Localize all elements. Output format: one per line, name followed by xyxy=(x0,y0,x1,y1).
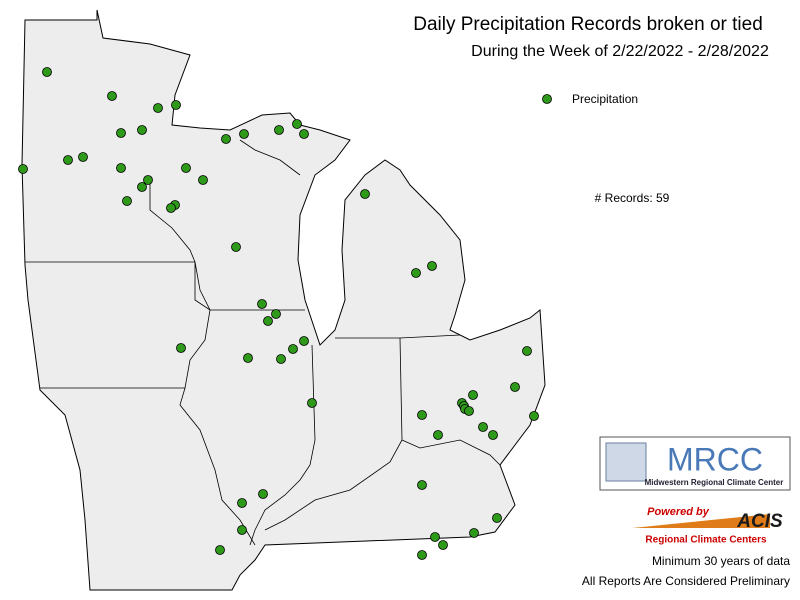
station-dot xyxy=(417,550,427,560)
station-dot xyxy=(274,125,284,135)
station-dot xyxy=(181,163,191,173)
acis-name: ACIS xyxy=(736,511,783,532)
footer-line: All Reports Are Considered Preliminary xyxy=(582,574,790,588)
station-dot xyxy=(529,411,539,421)
logo-name: MRCC xyxy=(667,441,763,477)
subtitle: During the Week of 2/22/2022 - 2/28/2022 xyxy=(471,43,769,60)
acis-powered: Powered by xyxy=(647,506,710,518)
station-dot xyxy=(464,406,474,416)
station-dot xyxy=(263,316,273,326)
station-dot xyxy=(143,175,153,185)
acis-logo: Powered by ACIS Regional Climate Centers xyxy=(632,506,783,546)
station-dot xyxy=(176,343,186,353)
station-dot xyxy=(237,525,247,535)
legend-marker xyxy=(542,94,552,104)
station-dot xyxy=(166,203,176,213)
station-dot xyxy=(116,163,126,173)
acis-subtitle: Regional Climate Centers xyxy=(645,535,767,546)
station-dot xyxy=(171,100,181,110)
station-dot xyxy=(430,532,440,542)
station-dot xyxy=(360,189,370,199)
state-border xyxy=(399,334,461,339)
station-dot xyxy=(107,91,117,101)
legend-label: Precipitation xyxy=(572,92,638,106)
station-dot xyxy=(137,125,147,135)
state-border xyxy=(239,139,301,176)
station-dot xyxy=(78,152,88,162)
state-border xyxy=(249,344,316,546)
station-dot xyxy=(258,489,268,499)
station-dot xyxy=(492,513,502,523)
state-border xyxy=(40,387,256,546)
station-dot xyxy=(292,119,302,129)
station-dot xyxy=(42,67,52,77)
station-dot xyxy=(18,164,28,174)
station-dot xyxy=(63,155,73,165)
station-dot xyxy=(221,134,231,144)
station-dot xyxy=(243,353,253,363)
footer-line: Minimum 30 years of data xyxy=(652,554,790,568)
station-dot xyxy=(488,430,498,440)
station-dot xyxy=(239,129,249,139)
logo-icon xyxy=(605,442,647,482)
station-dot xyxy=(411,268,421,278)
station-dot xyxy=(257,299,267,309)
title: Daily Precipitation Records broken or ti… xyxy=(413,14,763,35)
station-dot xyxy=(299,129,309,139)
station-dot xyxy=(478,422,488,432)
mrcc-logo: MRCC Midwestern Regional Climate Center xyxy=(599,436,791,491)
station-dot xyxy=(237,498,247,508)
state-borders xyxy=(25,139,501,546)
logo-full-name: Midwestern Regional Climate Center xyxy=(645,478,784,487)
station-dot xyxy=(469,528,479,538)
station-dot xyxy=(468,390,478,400)
station-dot xyxy=(271,309,281,319)
station-dot xyxy=(427,261,437,271)
station-dot xyxy=(522,346,532,356)
state-border xyxy=(401,439,501,466)
station-dot xyxy=(417,410,427,420)
station-dot xyxy=(299,336,309,346)
station-dot xyxy=(307,398,317,408)
station-dot xyxy=(417,480,427,490)
station-dots xyxy=(18,67,539,560)
station-dot xyxy=(198,175,208,185)
station-dot xyxy=(215,545,225,555)
region-map xyxy=(21,9,546,591)
station-dot xyxy=(122,196,132,206)
station-dot xyxy=(510,382,520,392)
station-dot xyxy=(438,540,448,550)
station-dot xyxy=(153,103,163,113)
record-count: # Records: 59 xyxy=(595,191,670,205)
station-dot xyxy=(137,182,147,192)
station-dot xyxy=(288,344,298,354)
station-dot xyxy=(116,128,126,138)
state-border xyxy=(149,178,305,311)
station-dot xyxy=(231,242,241,252)
station-dot xyxy=(433,430,443,440)
acis-swoosh xyxy=(632,514,770,528)
state-border xyxy=(184,261,211,389)
station-dot xyxy=(276,354,286,364)
state-border xyxy=(264,337,403,531)
